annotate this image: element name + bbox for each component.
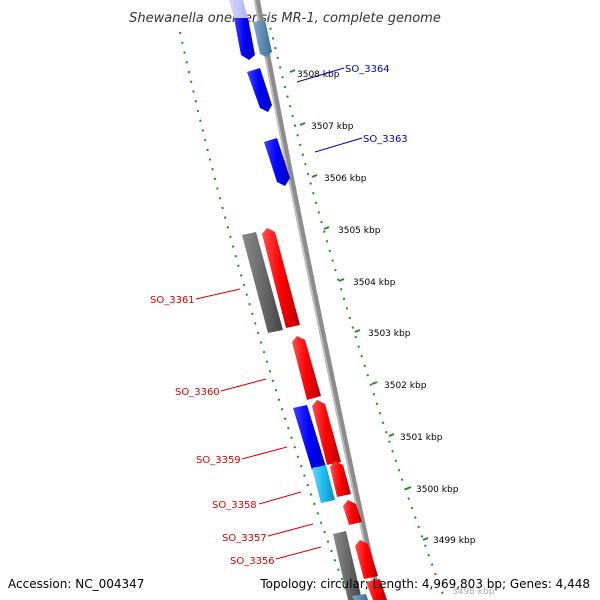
gene-label-so-3358[interactable]: SO_3358: [212, 500, 257, 511]
tick-label-3507: 3507 kbp: [311, 122, 354, 132]
feature-so-3358-red: [330, 461, 351, 497]
tick-labels: 3508 kbp 3507 kbp 3506 kbp 3505 kbp 3504…: [297, 70, 495, 597]
feature-bottom-red: [366, 579, 387, 600]
forward-features: [229, 0, 290, 186]
gene-label-so-3356[interactable]: SO_3356: [230, 556, 275, 567]
tick-label-3505: 3505 kbp: [338, 226, 381, 236]
summary-text: Topology: circular; Length: 4,969,803 bp…: [259, 577, 590, 591]
feature-so-3364-upper: [234, 18, 255, 60]
gene-label-so-3360[interactable]: SO_3360: [175, 387, 220, 398]
leader-so-3361: [195, 288, 241, 300]
feature-light-top: [229, 0, 248, 18]
forward-gene-labels: SO_3364 SO_3363: [296, 64, 408, 153]
map-title: Shewanella oneidensis MR-1, complete gen…: [129, 11, 441, 26]
major-ticks: [289, 69, 429, 541]
feature-so-3364: [247, 68, 272, 112]
inner-tick-track: [179, 31, 352, 600]
feature-so-3361-gray: [242, 232, 283, 333]
leader-so-3363: [314, 137, 363, 153]
feature-so-3363: [264, 138, 290, 186]
gene-label-so-3359[interactable]: SO_3359: [196, 455, 241, 466]
leader-so-3358: [258, 491, 302, 505]
feature-so-3357: [343, 500, 362, 525]
tick-label-3501: 3501 kbp: [400, 433, 443, 443]
feature-so-3361: [262, 228, 300, 328]
feature-so-3360: [292, 336, 321, 400]
feature-so-3356: [355, 540, 378, 579]
tick-label-3503: 3503 kbp: [368, 329, 411, 339]
genome-backbone: [253, 0, 382, 600]
leader-so-3357: [267, 523, 314, 537]
feature-so-3356-gray: [333, 531, 362, 600]
leader-so-3356: [275, 546, 322, 560]
reverse-features: [242, 228, 387, 600]
leader-so-3364: [296, 67, 345, 83]
gene-label-so-3363[interactable]: SO_3363: [363, 134, 408, 145]
tick-label-3502: 3502 kbp: [384, 381, 427, 391]
tick-label-3504: 3504 kbp: [353, 278, 396, 288]
leader-so-3360: [220, 378, 267, 392]
feature-bottom-steel: [352, 594, 368, 600]
tick-label-3500: 3500 kbp: [416, 485, 459, 495]
tick-label-3508: 3508 kbp: [297, 70, 340, 80]
feature-so-3359-red: [312, 400, 341, 465]
leader-so-3359: [241, 446, 288, 460]
feature-so-3359-blue: [293, 405, 326, 470]
gene-label-so-3357[interactable]: SO_3357: [222, 533, 267, 544]
gene-label-so-3364[interactable]: SO_3364: [345, 64, 390, 75]
tick-label-3506: 3506 kbp: [324, 174, 367, 184]
tick-label-3498: 3498 kbp: [452, 587, 495, 597]
gene-label-so-3361[interactable]: SO_3361: [150, 295, 195, 306]
feature-so-3358-cyan: [312, 465, 335, 503]
accession-text: Accession: NC_004347: [8, 577, 144, 591]
tick-label-3499: 3499 kbp: [433, 536, 476, 546]
feature-steel-top: [253, 20, 272, 57]
reverse-gene-labels: SO_3361 SO_3360 SO_3359 SO_3358 SO_3357 …: [150, 288, 322, 567]
